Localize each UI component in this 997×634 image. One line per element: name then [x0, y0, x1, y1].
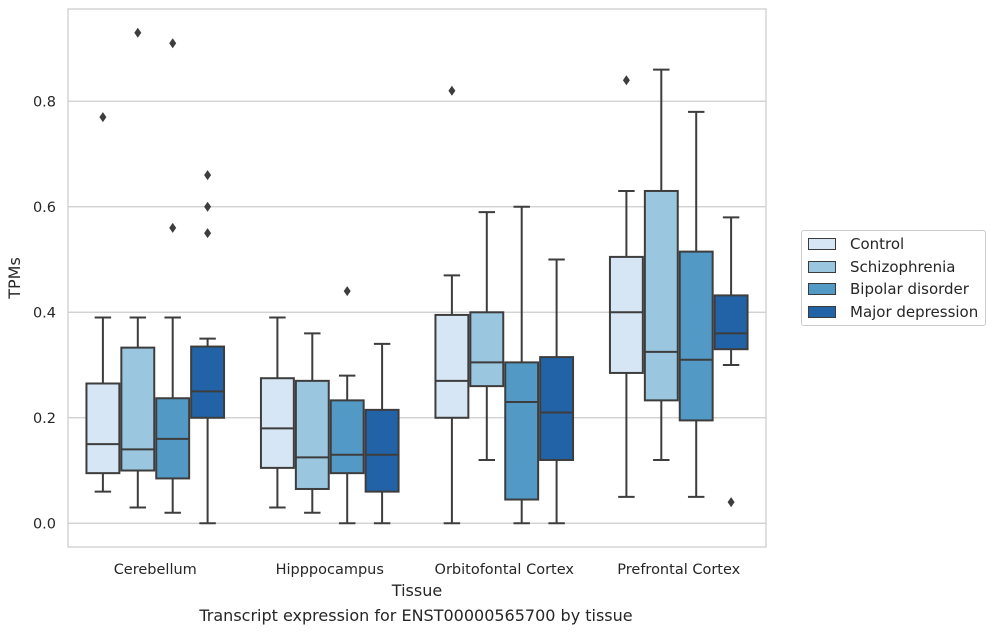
box-major-depression	[713, 216, 749, 508]
box-control	[434, 85, 470, 525]
y-tick-labels: 0.0 0.2 0.4 0.6 0.8	[33, 94, 56, 532]
box-bipolar-disorder	[329, 286, 365, 525]
box-major-depression	[364, 342, 400, 525]
y-axis-label: TPMs	[5, 257, 24, 300]
box-major-depression	[539, 258, 575, 525]
x-tick-label: Prefrontal Cortex	[617, 562, 740, 578]
box-schizophrenia	[643, 68, 679, 461]
outlier-point	[169, 38, 177, 49]
y-tick-label: 0.0	[33, 516, 56, 532]
iqr-box	[678, 250, 714, 422]
outlier-point	[99, 112, 107, 123]
box-bipolar-disorder	[155, 38, 191, 514]
box-control	[259, 316, 295, 509]
box-control	[608, 75, 644, 498]
outlier-point	[727, 497, 735, 508]
box-bipolar-disorder	[678, 110, 714, 498]
legend-item-major-depression: Major depression	[808, 302, 978, 322]
legend-swatch-schizophrenia	[808, 261, 836, 273]
x-tick-label: Cerebellum	[114, 562, 197, 578]
outlier-point	[448, 85, 456, 96]
y-tick-label: 0.2	[33, 411, 56, 427]
plot-frame	[67, 8, 767, 548]
box-schizophrenia	[294, 332, 330, 514]
legend-label-schizophrenia: Schizophrenia	[850, 258, 956, 276]
iqr-box	[643, 189, 679, 402]
outlier-point	[204, 201, 212, 212]
legend-swatch-bipolar-disorder	[808, 283, 836, 295]
legend-item-schizophrenia: Schizophrenia	[808, 257, 955, 277]
legend-item-control: Control	[808, 234, 904, 254]
iqr-box	[504, 361, 540, 501]
legend-label-control: Control	[850, 235, 905, 253]
box-bipolar-disorder	[504, 205, 540, 525]
box-series-layer	[85, 27, 749, 525]
iqr-box	[608, 255, 644, 374]
x-tick-label: Hipppocampus	[276, 562, 384, 578]
chart-caption: Transcript expression for ENST0000056570…	[199, 606, 633, 625]
x-tick-label: Orbitofontal Cortex	[435, 562, 575, 578]
box-control	[85, 112, 121, 493]
x-tick-labels: Cerebellum Hipppocampus Orbitofontal Corte…	[114, 562, 741, 578]
legend-item-bipolar-disorder: Bipolar disorder	[808, 279, 969, 299]
outlier-point	[204, 228, 212, 239]
legend-swatch-major-depression	[808, 306, 836, 318]
iqr-box	[329, 399, 365, 475]
outlier-point	[169, 222, 177, 233]
iqr-box	[120, 346, 156, 472]
y-tick-label: 0.4	[33, 305, 56, 321]
legend-label-major-depression: Major depression	[850, 303, 979, 321]
iqr-box	[434, 313, 470, 419]
iqr-box	[713, 294, 749, 351]
x-axis-label: Tissue	[391, 581, 442, 600]
iqr-box	[190, 345, 226, 419]
box-schizophrenia	[469, 211, 505, 461]
iqr-box	[294, 379, 330, 490]
legend-label-bipolar-disorder: Bipolar disorder	[850, 280, 969, 298]
box-major-depression	[190, 170, 226, 525]
box-schizophrenia	[120, 27, 156, 509]
outlier-point	[134, 27, 142, 38]
y-tick-label: 0.6	[33, 200, 56, 216]
iqr-box	[539, 356, 575, 461]
outlier-point	[622, 75, 630, 86]
iqr-box	[364, 408, 400, 493]
iqr-box	[85, 382, 121, 475]
y-tick-label: 0.8	[33, 94, 56, 110]
outlier-point	[204, 170, 212, 181]
iqr-box	[469, 311, 505, 388]
legend: Control Schizophrenia Bipolar disorder M…	[801, 230, 986, 326]
legend-swatch-control	[808, 238, 836, 250]
outlier-point	[343, 286, 351, 297]
iqr-box	[259, 377, 295, 469]
